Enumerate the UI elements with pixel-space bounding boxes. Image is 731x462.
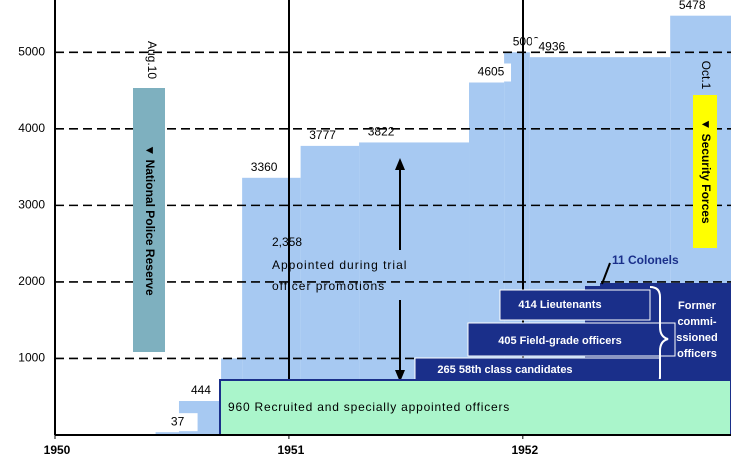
field-label: 405 Field-grade officers [498,335,622,347]
label-bg [361,123,402,142]
field-box [467,322,676,357]
arrow-head [395,370,405,382]
trial-text: officer promotions [272,279,385,293]
value-label: 4936 [538,39,565,53]
value-label: 4605 [478,65,505,79]
former-label: ssioned [676,332,718,344]
former-label: Former [678,300,717,312]
value-label: 444 [191,383,211,397]
value-label: 5478 [679,0,706,12]
candidates-label: 265 58th class candidates [437,364,572,376]
x-tick-label: 1950 [44,443,71,457]
x-tick-label: 1952 [511,443,538,457]
label-bg [471,63,512,82]
arrow [601,262,611,285]
former-label: commi- [677,316,716,328]
label-bg [672,0,713,15]
label-bg [302,126,343,145]
recruited-label: 960 Recruited and specially appointed of… [228,400,510,414]
npr-box [133,88,165,352]
aug-label: Aug.10 [145,41,159,79]
recruited-box [219,379,731,436]
x-tick-label: 1951 [278,443,305,457]
lieutenants-label: 414 Lieutenants [518,299,601,311]
lieutenants-box [499,289,651,321]
label-bg [157,413,198,432]
arrow-head [395,158,405,170]
y-tick-label: 3000 [18,198,45,212]
npr-label: ▼ National Police Reserve [143,144,157,296]
y-tick-label: 1000 [18,351,45,365]
value-label: 3822 [368,125,395,139]
trial-count: 2,358 [272,235,302,249]
value-label: 3360 [251,160,278,174]
label-bg [244,158,285,177]
y-tick-label: 5000 [18,44,45,58]
y-tick-label: 2000 [18,274,45,288]
former-label: officers [677,348,717,360]
value-label: 3777 [309,128,336,142]
sf-box [693,95,717,248]
sf-label: ▼ Security Forces [699,118,713,224]
oct-label: Oct.1 [699,61,713,90]
trial-text: Appointed during trial [272,258,407,272]
label-bg [180,382,221,401]
y-tick-label: 4000 [18,121,45,135]
step [155,432,179,435]
value-label: 37 [171,414,185,428]
colonels-label: 11 Colonels [612,253,679,267]
